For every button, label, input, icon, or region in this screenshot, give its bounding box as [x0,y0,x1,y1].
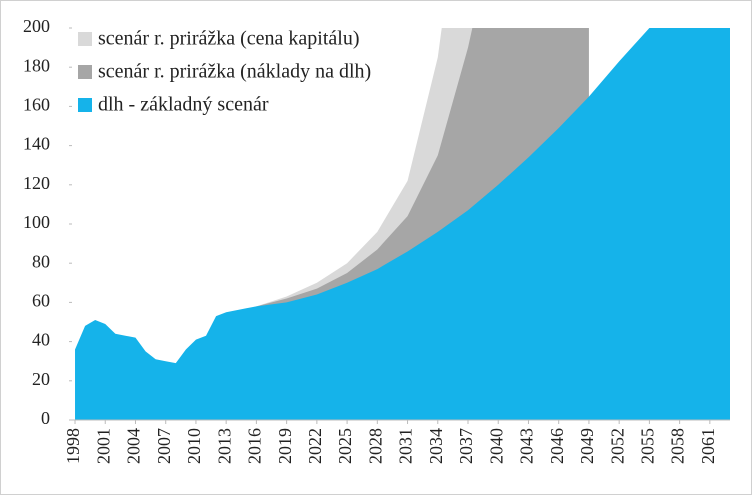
y-tick-label: 100 [23,212,50,232]
legend-label: dlh - základný scenár [98,94,269,116]
y-tick-label: 0 [41,408,50,428]
x-tick-label: 2025 [335,428,355,464]
x-tick-label: 2010 [184,428,204,464]
x-tick-label: 2031 [396,428,416,464]
y-tick-label: 80 [32,251,50,271]
y-tick-label: 140 [23,134,50,154]
x-tick-label: 2058 [668,428,688,464]
x-tick-label: 2022 [305,428,325,464]
x-tick-label: 2061 [698,428,718,464]
x-tick-label: 2034 [426,428,446,464]
legend-label: scenár r. prirážka (náklady na dlh) [98,61,371,83]
legend-swatch [78,65,92,79]
x-tick-label: 2013 [214,428,234,464]
x-tick-label: 2016 [245,428,265,464]
x-tick-label: 2028 [365,428,385,464]
x-tick-label: 2040 [486,428,506,464]
x-tick-label: 1998 [63,428,83,464]
x-tick-label: 2046 [547,428,567,464]
x-tick-label: 2004 [124,428,144,464]
x-tick-label: 2037 [456,428,476,464]
x-tick-label: 2043 [517,428,537,464]
y-tick-label: 60 [32,291,50,311]
y-tick-label: 180 [23,55,50,75]
legend-swatch [78,32,92,46]
area [75,28,730,420]
x-tick-label: 2055 [638,428,658,464]
y-tick-label: 120 [23,173,50,193]
y-tick-label: 160 [23,95,50,115]
x-tick-label: 2019 [275,428,295,464]
x-tick-label: 2052 [607,428,627,464]
plot-area [75,28,730,420]
legend-swatch [78,98,92,112]
x-tick-label: 2049 [577,428,597,464]
y-tick-label: 20 [32,369,50,389]
y-tick-label: 40 [32,330,50,350]
x-tick-label: 2001 [93,428,113,464]
y-tick-label: 200 [23,16,50,36]
x-tick-label: 2007 [154,428,174,464]
legend-label: scenár r. prirážka (cena kapitálu) [98,28,360,50]
